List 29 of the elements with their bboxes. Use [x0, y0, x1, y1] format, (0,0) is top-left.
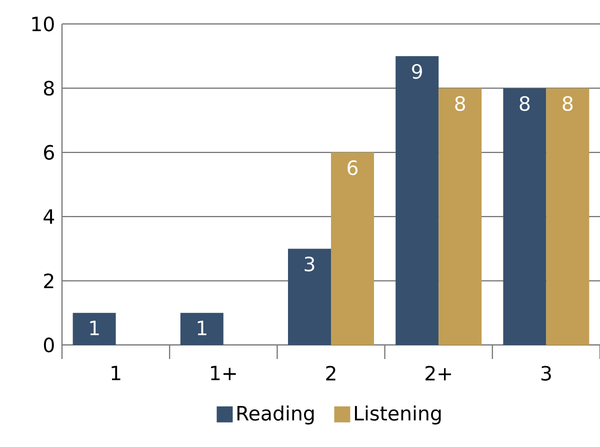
legend-label: Listening [354, 405, 441, 425]
y-tick-label: 6 [44, 144, 54, 160]
x-tick-label: 2 [326, 366, 336, 380]
y-tick-label: 0 [44, 338, 54, 352]
bar [180, 312, 224, 345]
data-label: 1 [198, 320, 206, 336]
data-label: 1 [90, 320, 99, 336]
bar [438, 88, 482, 345]
y-tick-label: 10 [32, 16, 54, 32]
bar [72, 312, 116, 345]
y-tick-label: 8 [44, 80, 54, 96]
data-label: 8 [562, 96, 573, 111]
x-tick-label: 2+ [426, 366, 452, 380]
x-tick-label: 1+ [211, 366, 236, 380]
y-tick-label: 4 [44, 209, 54, 224]
data-label: 6 [348, 160, 358, 176]
bar [546, 88, 590, 345]
bar [503, 88, 546, 345]
bar [396, 56, 439, 345]
y-tick-label: 2 [44, 273, 54, 288]
x-tick-label: 1 [112, 366, 120, 380]
bar [288, 248, 331, 345]
bar [330, 152, 374, 345]
data-label: 8 [520, 96, 530, 111]
x-tick-label: 3 [541, 366, 551, 381]
data-label: 3 [304, 256, 314, 272]
legend-label: Reading [237, 405, 314, 425]
data-label: 9 [412, 64, 422, 79]
data-label: 8 [455, 96, 466, 111]
